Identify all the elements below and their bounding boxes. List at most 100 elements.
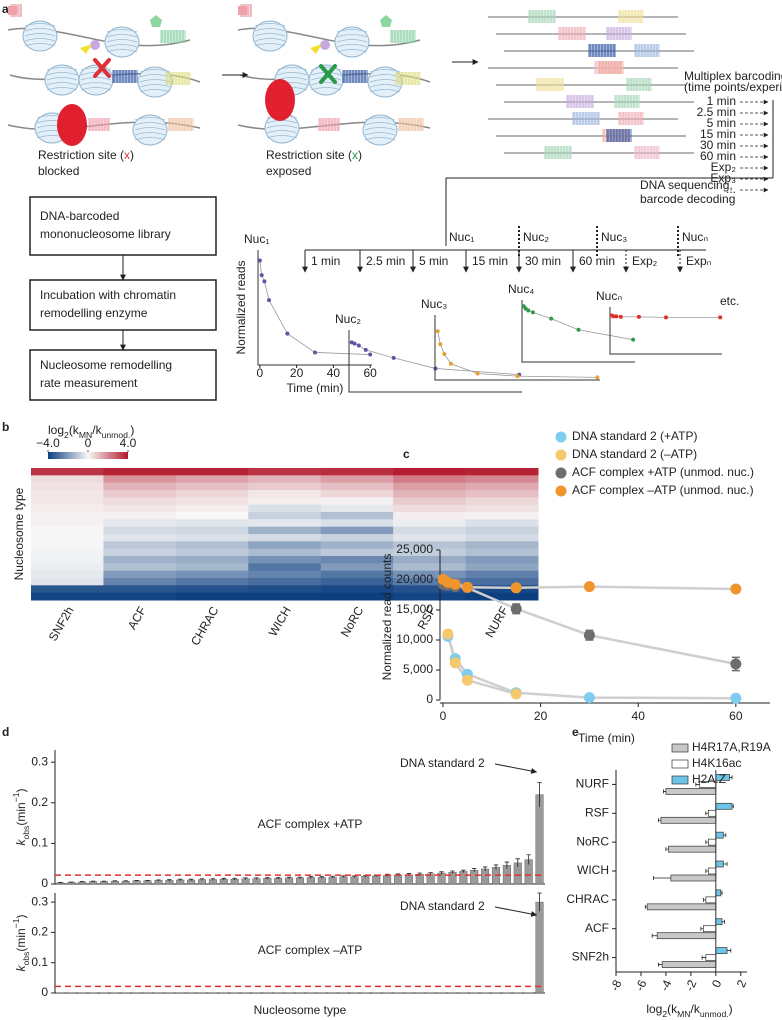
point bbox=[363, 347, 368, 352]
bar bbox=[535, 794, 544, 885]
heatmap-cell bbox=[31, 548, 104, 557]
caption: Restriction site (x) bbox=[266, 148, 362, 162]
bar bbox=[339, 876, 348, 885]
error-bar bbox=[276, 877, 281, 880]
error-bar bbox=[705, 811, 709, 816]
heatmap-cell bbox=[393, 592, 467, 601]
heatmap-cell bbox=[465, 578, 539, 586]
x-tick-label: ACF bbox=[125, 604, 149, 632]
heatmap-cell bbox=[31, 497, 104, 506]
y-tick-label: 0 bbox=[426, 692, 433, 706]
heatmap-cell bbox=[175, 541, 249, 550]
heatmap-cell bbox=[248, 526, 322, 535]
label-part: k bbox=[14, 839, 28, 846]
heatmap-cell bbox=[248, 578, 322, 586]
bar bbox=[383, 875, 392, 885]
error-bar bbox=[702, 897, 706, 902]
nucleosome-wrap bbox=[106, 34, 138, 38]
flow-text: mononucleosome library bbox=[40, 227, 171, 241]
error-bar bbox=[700, 926, 704, 931]
colorbar-tick-label: 4.0 bbox=[120, 436, 137, 450]
heatmap-cell bbox=[393, 519, 467, 528]
label-part: k bbox=[14, 965, 28, 972]
bar bbox=[665, 788, 717, 795]
nuc-label: Nuc₂ bbox=[523, 230, 549, 244]
label-part: log bbox=[646, 1002, 662, 1016]
error-bar bbox=[319, 876, 324, 879]
bar bbox=[481, 868, 490, 885]
annotation: DNA standard 2 bbox=[400, 899, 485, 913]
nucleosome-wrap bbox=[266, 130, 298, 134]
heatmap-cell bbox=[320, 570, 394, 579]
heatmap-cell bbox=[103, 578, 177, 586]
bar bbox=[285, 877, 294, 885]
label-part: unmod. bbox=[700, 1009, 729, 1019]
heatmap-cell bbox=[393, 497, 467, 506]
error-bar bbox=[705, 840, 709, 845]
heatmap-cell bbox=[465, 475, 539, 484]
heatmap-cell bbox=[103, 482, 177, 491]
point bbox=[435, 329, 440, 334]
error-bar bbox=[665, 847, 669, 852]
heatmap-cell bbox=[175, 468, 249, 476]
caption: blocked bbox=[38, 164, 79, 178]
nucleosome-wrap bbox=[336, 39, 368, 43]
barcode-icon bbox=[626, 78, 652, 91]
heatmap-cell bbox=[248, 519, 322, 528]
heatmap-cell bbox=[465, 490, 539, 498]
barcode-label: 2.5 min bbox=[697, 105, 736, 119]
legend-label: DNA standard 2 (+ATP) bbox=[572, 429, 698, 443]
annotation-arrow bbox=[494, 763, 538, 774]
bar bbox=[660, 816, 717, 824]
error-bar bbox=[156, 879, 161, 881]
x-tick-label: 40 bbox=[632, 709, 646, 723]
bar bbox=[715, 889, 722, 897]
x-tick-label: 20 bbox=[534, 709, 548, 723]
nucleosome-wrap bbox=[364, 117, 396, 121]
nucleosome-wrap bbox=[80, 82, 112, 86]
nucleosome-wrap bbox=[266, 125, 298, 129]
heatmap-cell bbox=[175, 475, 249, 484]
heatmap-cell bbox=[465, 570, 539, 579]
nucleosome-wrap bbox=[134, 137, 166, 141]
label-part: /k bbox=[691, 1002, 701, 1016]
plot-title: Nuc₁ bbox=[244, 232, 269, 246]
heatmap-cell bbox=[248, 534, 322, 542]
heatmap-cell bbox=[465, 592, 539, 601]
barcode-icon bbox=[606, 129, 632, 142]
error-bar bbox=[123, 880, 128, 882]
bar bbox=[535, 901, 544, 994]
nucleosome-icon bbox=[252, 20, 288, 52]
legend-label: H2A.Z bbox=[692, 772, 726, 786]
heatmap-cell bbox=[320, 512, 394, 520]
bar bbox=[702, 925, 717, 933]
point bbox=[730, 583, 742, 595]
heatmap-cell bbox=[31, 526, 104, 535]
x-tick-label: 20 bbox=[290, 366, 304, 380]
heatmap-cell bbox=[31, 578, 104, 586]
legend-label: ACF complex –ATP (unmod. nuc.) bbox=[572, 483, 754, 497]
heatmap-cell bbox=[320, 497, 394, 506]
fit-line bbox=[523, 305, 634, 341]
error-bar bbox=[352, 875, 357, 878]
barcode-icon bbox=[598, 61, 624, 74]
heatmap-cell bbox=[175, 570, 249, 579]
heatmap-cell bbox=[393, 504, 467, 513]
point bbox=[461, 581, 473, 593]
y-axis-label: Nucleosome type bbox=[12, 487, 26, 580]
y-tick-label: NoRC bbox=[576, 834, 609, 848]
heatmap-cell bbox=[103, 526, 177, 535]
heatmap-cell bbox=[393, 556, 467, 564]
heatmap-cell bbox=[31, 563, 104, 572]
label-part: ) bbox=[14, 788, 28, 792]
error-bar bbox=[341, 875, 346, 878]
legend-marker bbox=[555, 449, 567, 461]
heatmap-cell bbox=[465, 519, 539, 528]
flow-text: DNA-barcoded bbox=[40, 209, 119, 223]
y-tick-label: 0.1 bbox=[31, 836, 48, 850]
error-bar bbox=[644, 904, 648, 909]
error-bar bbox=[221, 877, 226, 880]
nucleosome-icon bbox=[367, 66, 403, 98]
error-bar bbox=[723, 862, 728, 866]
heatmap-cell bbox=[393, 512, 467, 520]
